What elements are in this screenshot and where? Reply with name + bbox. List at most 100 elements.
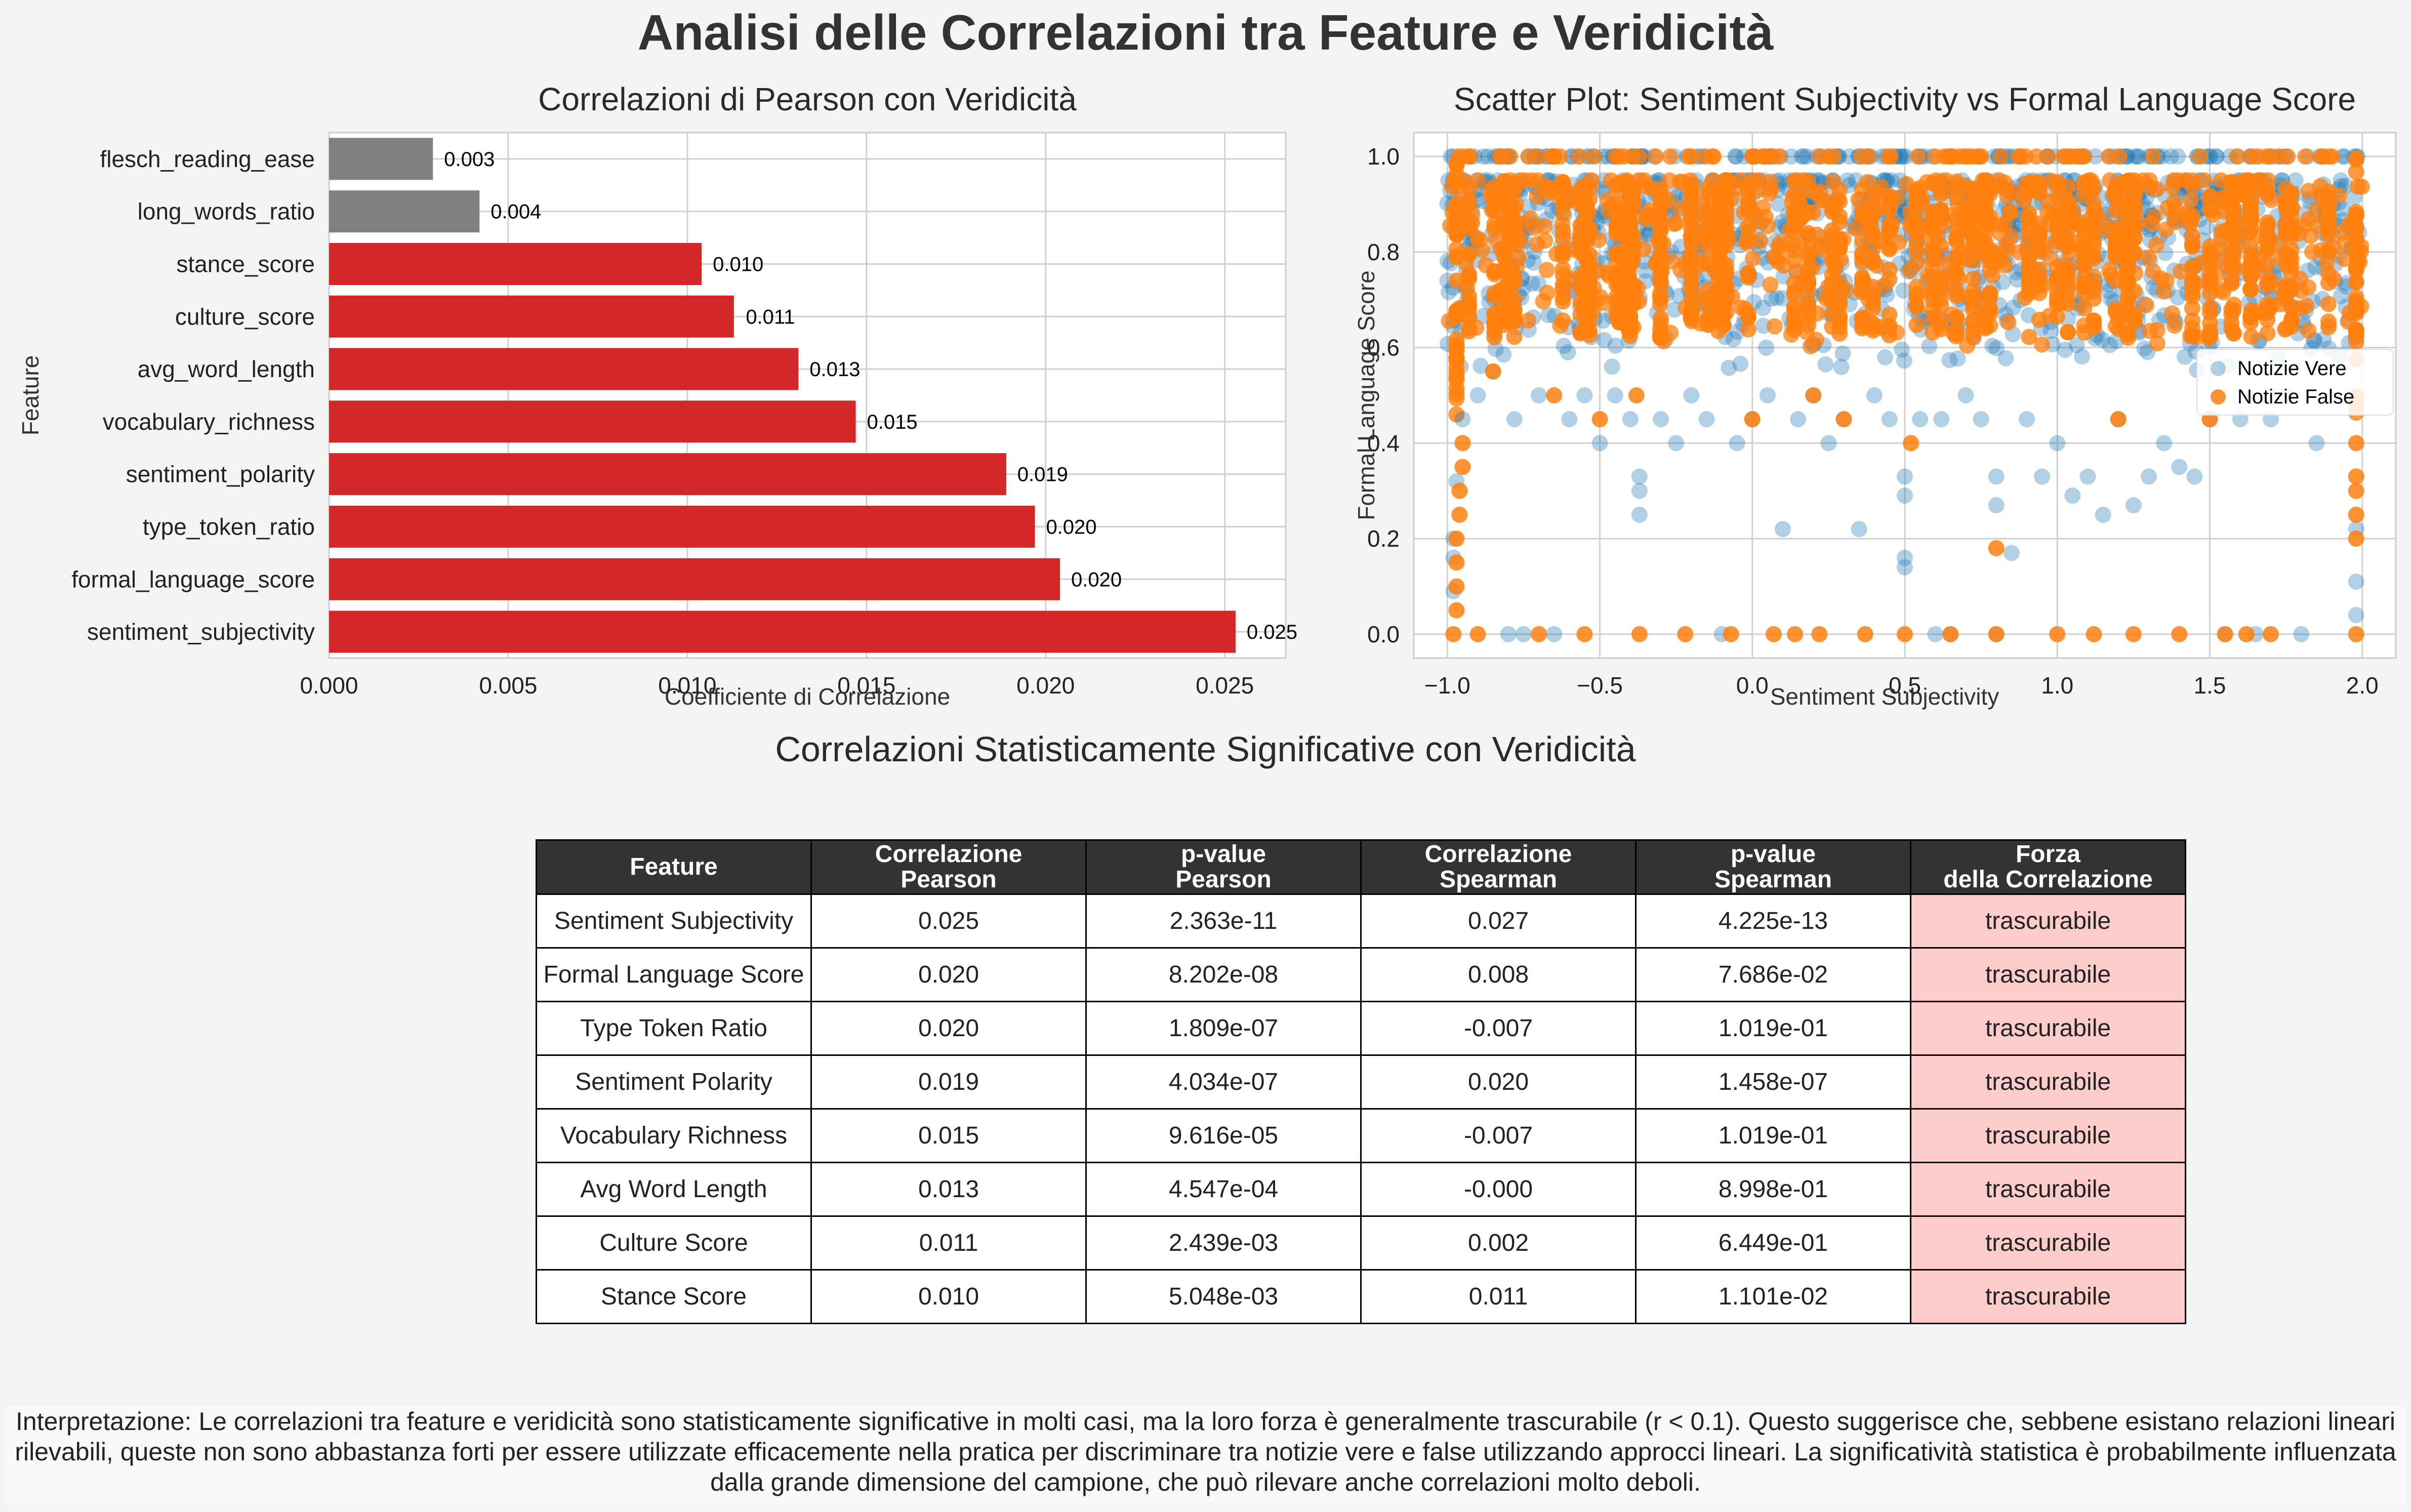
scatter-x-tick-label: −1.0	[1424, 672, 1470, 699]
scatter-point-false	[1800, 276, 1817, 293]
scatter-point-vere	[1763, 291, 1780, 307]
scatter-point-false	[2348, 294, 2364, 310]
scatter-point-false	[1786, 173, 1803, 189]
table-cell: 1.809e-07	[1085, 1001, 1362, 1056]
scatter-point-false	[1677, 626, 1694, 642]
scatter-point-false	[2348, 334, 2364, 350]
table-cell: 4.034e-07	[1085, 1054, 1362, 1110]
scatter-point-false	[1448, 309, 1465, 325]
scatter-point-false	[1531, 626, 1547, 642]
scatter-point-vere	[1897, 468, 1913, 485]
scatter-point-vere	[1817, 356, 1834, 373]
scatter-point-false	[1448, 156, 1465, 173]
scatter-point-false	[1502, 313, 1519, 330]
scatter-point-false	[1956, 148, 1973, 165]
scatter-point-vere	[2333, 172, 2349, 189]
scatter-point-vere	[2336, 148, 2352, 165]
scatter-point-false	[1903, 435, 1919, 452]
bar-x-tick-label: 0.025	[1196, 672, 1254, 699]
scatter-y-tick-label: 0.8	[1367, 239, 1400, 265]
scatter-point-false	[2060, 277, 2076, 294]
scatter-point-false	[1619, 241, 1636, 258]
scatter-point-false	[2348, 239, 2364, 256]
scatter-point-vere	[2293, 626, 2310, 642]
scatter-point-false	[2348, 626, 2364, 642]
scatter-point-false	[2120, 326, 2137, 343]
scatter-point-false	[2157, 221, 2174, 238]
table-cell: 0.011	[1360, 1269, 1637, 1324]
scatter-point-false	[1461, 247, 1478, 263]
table-cell: 0.015	[810, 1108, 1087, 1163]
scatter-y-tick-label: 0.6	[1367, 335, 1400, 361]
bar	[329, 400, 856, 443]
scatter-point-false	[1831, 234, 1848, 251]
table-cell: Sentiment Polarity	[536, 1054, 812, 1110]
scatter-point-false	[2348, 164, 2364, 180]
table-cell: 0.011	[810, 1215, 1087, 1271]
scatter-point-false	[2348, 151, 2364, 168]
scatter-point-false	[1908, 214, 1925, 231]
scatter-point-false	[1988, 540, 2005, 556]
scatter-point-false	[1486, 285, 1503, 302]
scatter-point-false	[2202, 300, 2219, 316]
scatter-point-false	[1854, 245, 1870, 262]
scatter-point-false	[1758, 209, 1774, 225]
bar-y-tick-label: formal_language_score	[71, 566, 315, 592]
scatter-point-false	[1555, 196, 1571, 213]
scatter-point-vere	[2162, 148, 2179, 165]
scatter-point-false	[1448, 530, 1465, 547]
scatter-chart-title: Scatter Plot: Sentiment Subjectivity vs …	[1454, 81, 2356, 117]
bar-data-label: 0.025	[1247, 621, 1297, 643]
scatter-point-false	[2125, 626, 2142, 642]
scatter-point-false	[1576, 626, 1593, 642]
scatter-point-false	[1448, 195, 1465, 212]
scatter-point-false	[2283, 251, 2300, 267]
scatter-point-vere	[2131, 148, 2147, 165]
scatter-point-false	[1831, 307, 1848, 324]
scatter-point-false	[2120, 195, 2137, 212]
scatter-point-false	[1469, 626, 1486, 642]
scatter-point-vere	[1595, 312, 1611, 329]
bar-y-tick-label: type_token_ratio	[143, 514, 315, 540]
scatter-point-false	[1684, 267, 1700, 283]
scatter-point-false	[1977, 320, 1993, 337]
scatter-point-false	[2283, 200, 2300, 217]
scatter-points	[1439, 148, 2370, 642]
scatter-point-false	[2060, 178, 2076, 195]
scatter-point-false	[2086, 232, 2102, 249]
bar-x-tick-label: 0.000	[300, 672, 358, 699]
scatter-point-false	[2320, 242, 2337, 259]
scatter-point-false	[2243, 302, 2260, 318]
scatter-point-false	[1800, 260, 1817, 276]
scatter-point-vere	[2208, 148, 2225, 165]
bar-y-tick-label: avg_word_length	[138, 356, 315, 382]
scatter-point-false	[1502, 210, 1519, 226]
scatter-point-false	[1555, 229, 1571, 246]
table-cell: Type Token Ratio	[536, 1001, 812, 1056]
scatter-point-false	[2060, 236, 2076, 253]
scatter-point-false	[1448, 171, 1465, 187]
scatter-point-false	[2283, 185, 2300, 201]
scatter-point-false	[1631, 626, 1648, 642]
scatter-point-false	[2262, 626, 2279, 642]
scatter-point-false	[1529, 236, 1545, 253]
legend-marker	[2211, 361, 2226, 376]
scatter-point-false	[1486, 263, 1503, 280]
scatter-point-false	[1881, 188, 1898, 205]
scatter-point-false	[1933, 316, 1949, 333]
scatter-point-false	[2353, 178, 2370, 195]
scatter-point-vere	[2186, 468, 2203, 485]
scatter-point-false	[2348, 506, 2364, 523]
scatter-point-false	[2259, 255, 2276, 271]
scatter-point-false	[1543, 148, 1560, 165]
scatter-point-vere	[1897, 559, 1913, 576]
scatter-point-false	[1454, 459, 1471, 475]
scatter-point-vere	[1531, 387, 1547, 403]
scatter-point-vere	[2094, 331, 2111, 348]
scatter-point-false	[1530, 148, 1546, 165]
bar-y-tick-label: flesch_reading_ease	[100, 146, 315, 172]
scatter-point-vere	[1894, 341, 1910, 358]
scatter-point-false	[1831, 319, 1848, 336]
table-cell: 9.616e-05	[1085, 1108, 1362, 1163]
scatter-point-false	[1704, 148, 1721, 165]
